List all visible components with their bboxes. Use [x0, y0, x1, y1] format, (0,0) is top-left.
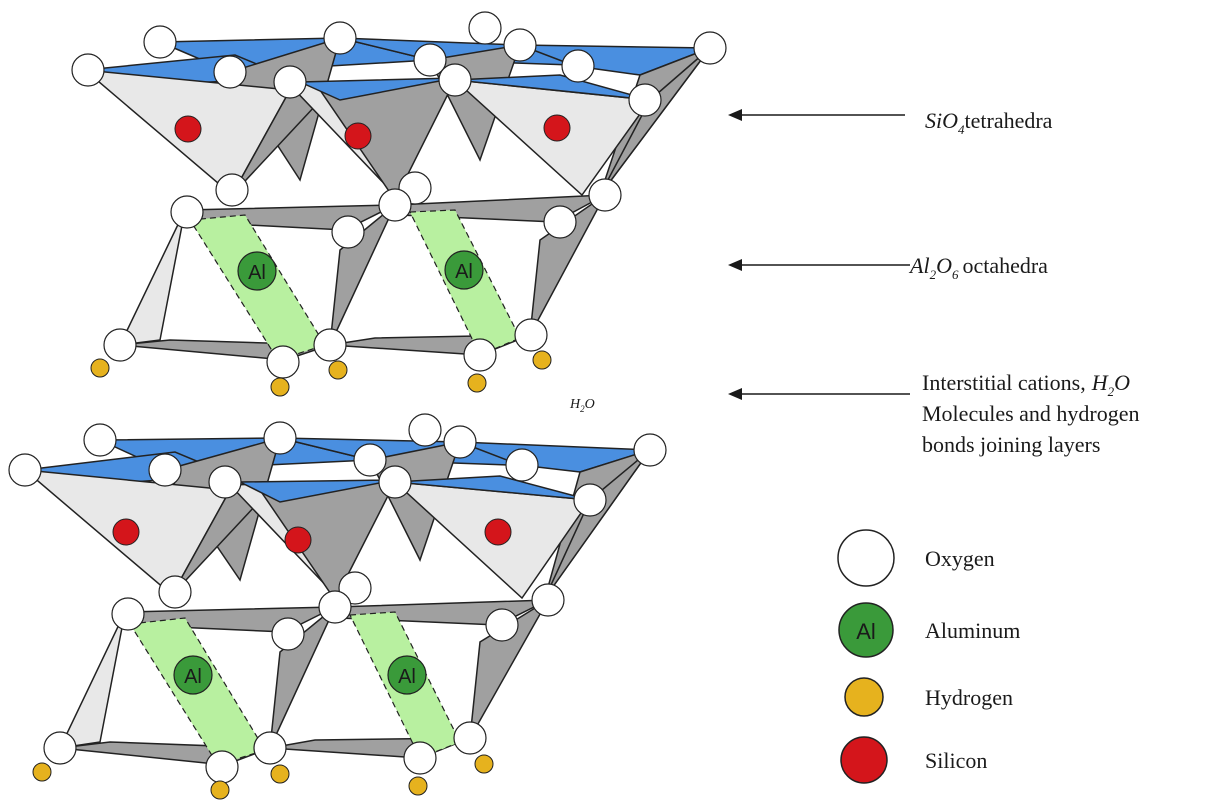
- tetra-top-face: [239, 479, 396, 503]
- clay-layer-lower: Al Al: [8, 413, 667, 800]
- silicon-atom: [543, 114, 571, 142]
- silicon-atom: [484, 518, 512, 546]
- tetra-top-face: [394, 475, 591, 501]
- oxygen-atoms-upper: [71, 11, 727, 379]
- legend-aluminum-label: Aluminum: [925, 618, 1020, 643]
- clay-layer-upper: Al Al: [71, 11, 727, 397]
- interlayer-label-line1: Interstitial cations, H2O: [922, 370, 1130, 399]
- water-label: H2O: [569, 397, 595, 414]
- legend-aluminum-swatch: [838, 602, 894, 658]
- interlayer-label-line3: bonds joining layers: [922, 432, 1100, 457]
- aluminum-atom: [387, 655, 427, 695]
- legend-silicon-swatch: [840, 736, 888, 784]
- aluminum-atom: [444, 250, 484, 290]
- legend-silicon-label: Silicon: [925, 748, 987, 773]
- legend-oxygen-label: Oxygen: [925, 546, 995, 571]
- oxygen-atoms-lower: [8, 413, 667, 784]
- octa-side-face: [269, 606, 336, 749]
- octahedra-label: Al2O6 octahedra: [908, 253, 1048, 282]
- hydrogen-atoms-upper: [90, 350, 552, 397]
- aluminum-atom-label: Al: [248, 262, 266, 284]
- silicon-atom: [284, 526, 312, 554]
- tetrahedra-label: SiO4tetrahedra: [925, 108, 1053, 137]
- legend-hydrogen-swatch: [844, 677, 884, 717]
- silicon-atom: [344, 122, 372, 150]
- aluminum-atom: [237, 251, 277, 291]
- tetra-top-face: [454, 74, 651, 101]
- legend-hydrogen-label: Hydrogen: [925, 685, 1013, 710]
- tetra-top-face: [299, 77, 456, 101]
- octa-side-face: [118, 209, 186, 346]
- silicon-atom: [112, 518, 140, 546]
- interlayer-label-line2: Molecules and hydrogen: [922, 401, 1140, 426]
- silicon-atom: [174, 115, 202, 143]
- octa-side-face: [58, 611, 126, 749]
- aluminum-atom-label: Al: [184, 666, 202, 688]
- tetra-side-face: [544, 449, 651, 599]
- annotation-arrows: [728, 109, 910, 400]
- hydrogen-atoms-lower: [32, 754, 494, 800]
- octa-side-face: [329, 204, 396, 346]
- aluminum-atom-label: Al: [398, 666, 416, 688]
- aluminum-atom-label: Al: [455, 261, 473, 283]
- legend-oxygen-swatch: [837, 529, 895, 587]
- tetra-side-face: [599, 47, 711, 196]
- legend: Oxygen Al Aluminum Hydrogen Silicon: [837, 529, 1020, 784]
- aluminum-atom: [173, 655, 213, 695]
- legend-aluminum-symbol: Al: [856, 619, 876, 644]
